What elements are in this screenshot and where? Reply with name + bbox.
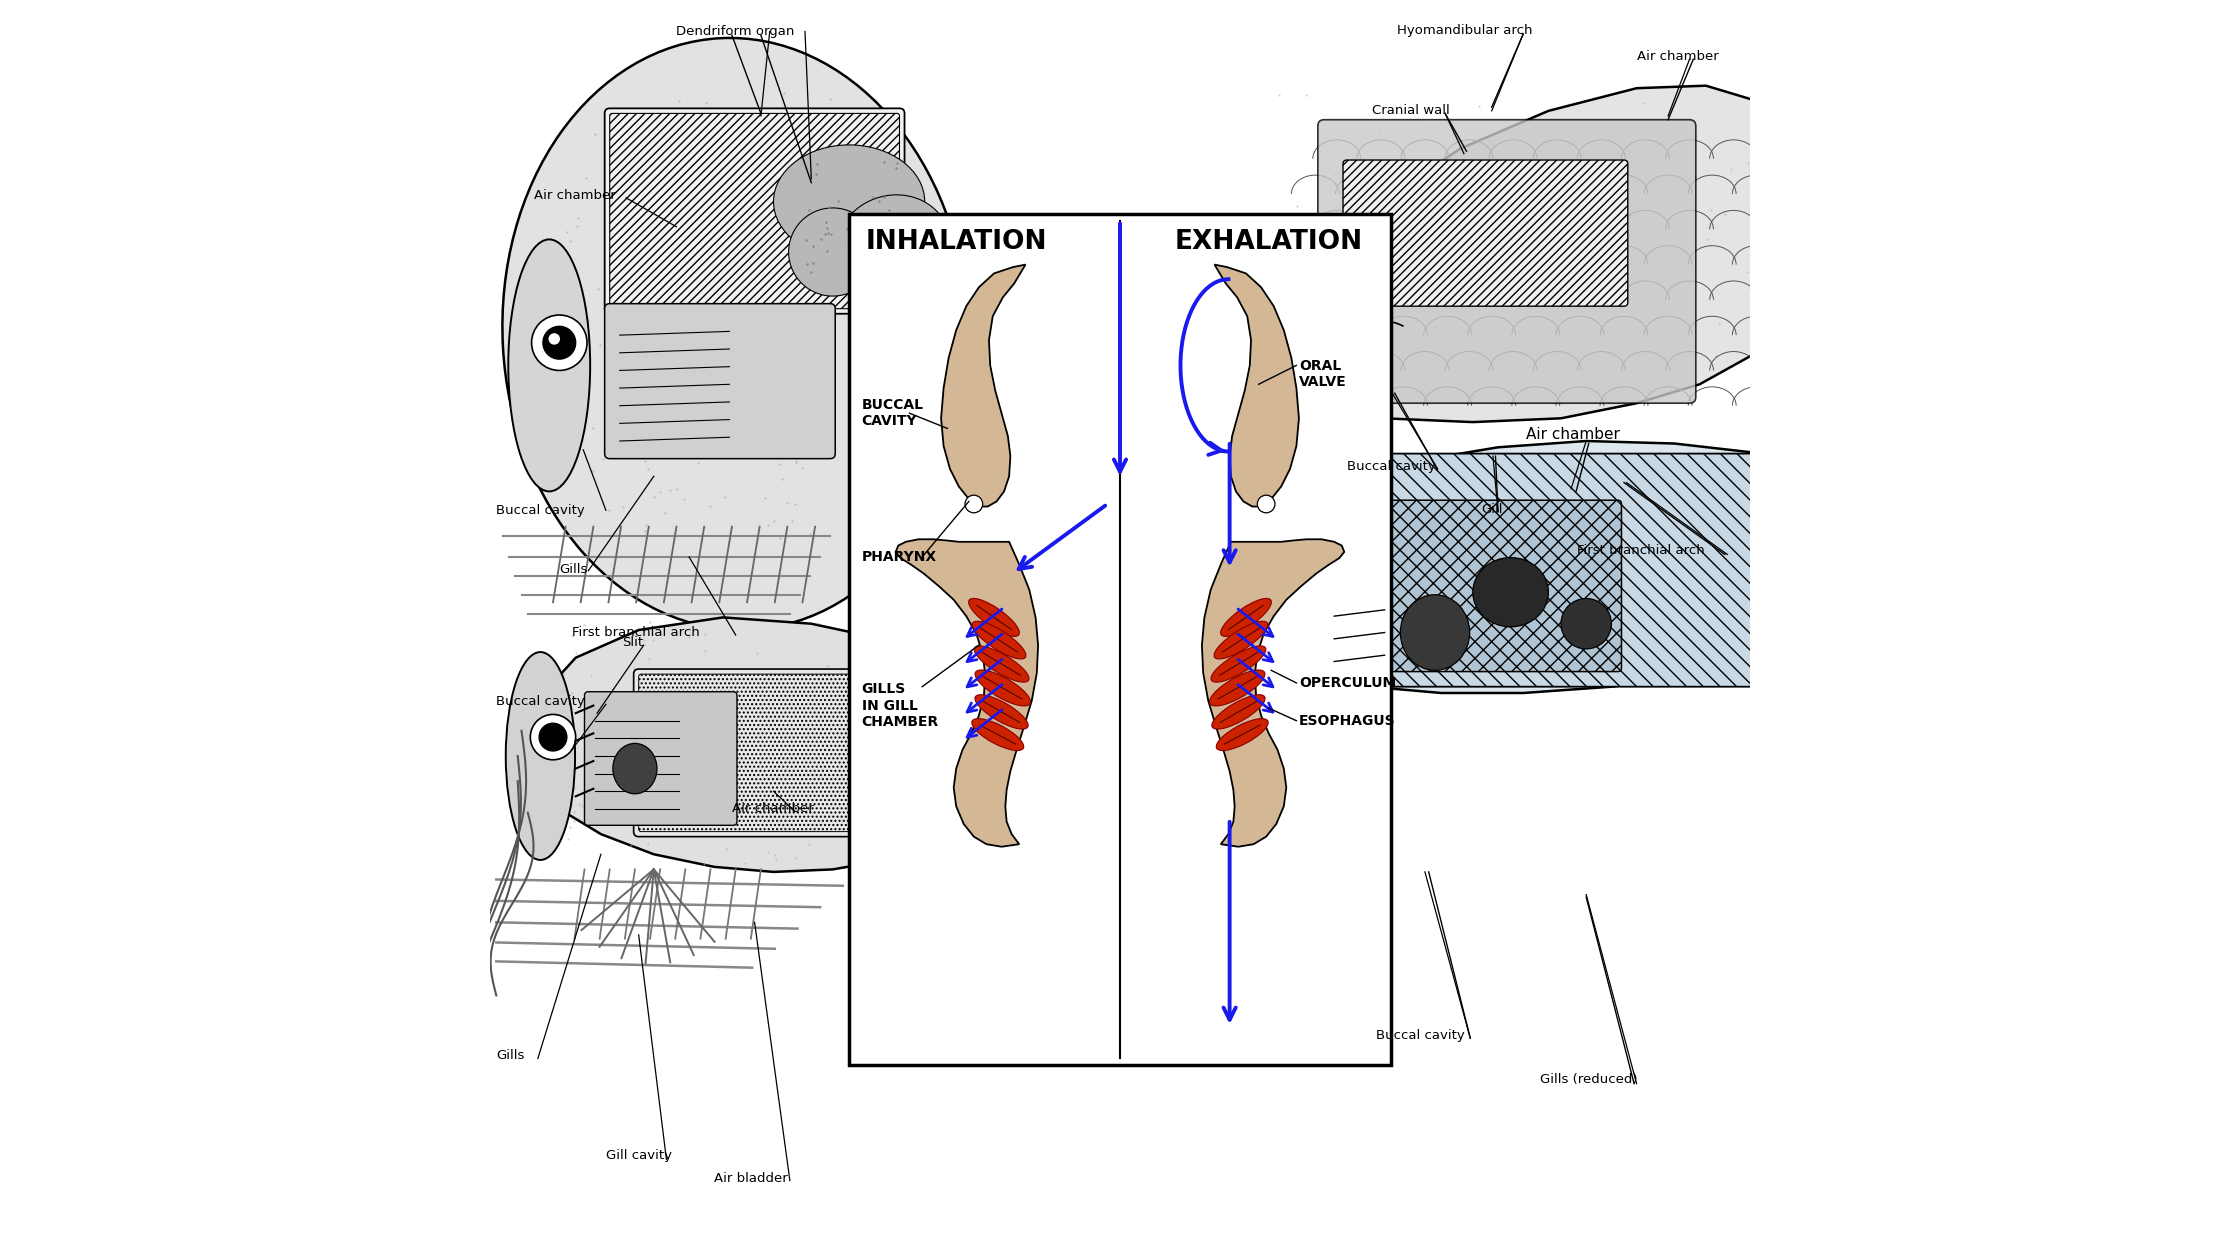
Text: PHARYNX: PHARYNX xyxy=(862,549,936,564)
Ellipse shape xyxy=(972,621,1026,659)
Text: Gills: Gills xyxy=(497,1050,524,1062)
Text: Gills: Gills xyxy=(560,563,587,576)
Circle shape xyxy=(1266,595,1297,627)
Text: Air bladder: Air bladder xyxy=(715,1172,788,1184)
Circle shape xyxy=(1254,583,1308,639)
Polygon shape xyxy=(1203,539,1344,847)
Text: Buccal cavity: Buccal cavity xyxy=(497,504,585,517)
Ellipse shape xyxy=(972,718,1024,751)
Ellipse shape xyxy=(1236,528,1299,736)
Polygon shape xyxy=(517,617,1017,872)
Text: Buccal cavity: Buccal cavity xyxy=(497,696,585,708)
FancyBboxPatch shape xyxy=(585,692,737,825)
Ellipse shape xyxy=(773,145,925,258)
FancyBboxPatch shape xyxy=(605,304,836,459)
Text: First branchial arch: First branchial arch xyxy=(571,626,699,639)
Circle shape xyxy=(542,326,576,359)
Ellipse shape xyxy=(1221,598,1272,636)
Ellipse shape xyxy=(974,646,1028,682)
Circle shape xyxy=(549,334,560,344)
Ellipse shape xyxy=(788,208,876,296)
Ellipse shape xyxy=(506,653,576,861)
Text: Air chamber: Air chamber xyxy=(1637,50,1718,63)
Circle shape xyxy=(1268,307,1308,348)
Text: Gill cavity: Gill cavity xyxy=(605,1149,672,1162)
Ellipse shape xyxy=(614,743,656,794)
Text: Air chamber: Air chamber xyxy=(1525,427,1620,442)
Text: Dendriform organ: Dendriform organ xyxy=(676,25,795,38)
Ellipse shape xyxy=(1400,595,1469,670)
Circle shape xyxy=(531,315,587,370)
Polygon shape xyxy=(1243,441,1888,693)
Ellipse shape xyxy=(838,195,950,296)
Circle shape xyxy=(965,495,983,513)
Ellipse shape xyxy=(974,670,1030,706)
Ellipse shape xyxy=(1210,670,1266,706)
Text: ESOPHAGUS: ESOPHAGUS xyxy=(1299,713,1396,728)
Text: Air chamber: Air chamber xyxy=(732,803,813,815)
FancyBboxPatch shape xyxy=(605,108,905,314)
Text: Buccal cavity: Buccal cavity xyxy=(1375,1029,1465,1042)
Text: Gill: Gill xyxy=(1481,503,1503,515)
Circle shape xyxy=(1257,495,1275,513)
Text: Cranial wall: Cranial wall xyxy=(1371,105,1449,117)
FancyBboxPatch shape xyxy=(1326,454,1861,687)
Ellipse shape xyxy=(1474,557,1548,626)
Ellipse shape xyxy=(1212,694,1266,730)
Bar xyxy=(849,214,1391,1065)
Ellipse shape xyxy=(974,694,1028,730)
Ellipse shape xyxy=(508,239,589,491)
Text: GILLS
IN GILL
CHAMBER: GILLS IN GILL CHAMBER xyxy=(862,683,939,728)
Ellipse shape xyxy=(1214,621,1268,659)
FancyBboxPatch shape xyxy=(1344,160,1628,306)
Ellipse shape xyxy=(968,598,1019,636)
Circle shape xyxy=(1257,296,1319,359)
Text: Air chamber: Air chamber xyxy=(533,189,616,202)
Text: INHALATION: INHALATION xyxy=(865,229,1046,255)
Ellipse shape xyxy=(1239,242,1308,464)
Text: Hyomandibular arch: Hyomandibular arch xyxy=(1398,24,1532,37)
Polygon shape xyxy=(1214,265,1299,507)
Text: Buccal cavity: Buccal cavity xyxy=(1346,460,1436,472)
Ellipse shape xyxy=(1212,646,1266,682)
Text: EXHALATION: EXHALATION xyxy=(1174,229,1362,255)
Ellipse shape xyxy=(1216,718,1268,751)
Polygon shape xyxy=(896,539,1037,847)
Polygon shape xyxy=(1250,86,1826,422)
Circle shape xyxy=(1277,318,1288,330)
Text: OPERCULUM: OPERCULUM xyxy=(1299,675,1396,690)
Text: ORAL
VALVE: ORAL VALVE xyxy=(1299,359,1346,389)
Ellipse shape xyxy=(502,38,970,630)
Circle shape xyxy=(540,723,567,751)
Text: BUCCAL
CAVITY: BUCCAL CAVITY xyxy=(862,398,923,428)
Circle shape xyxy=(531,714,576,760)
FancyBboxPatch shape xyxy=(1362,500,1622,672)
Ellipse shape xyxy=(1561,598,1611,649)
Polygon shape xyxy=(941,265,1026,507)
FancyBboxPatch shape xyxy=(634,669,889,837)
FancyBboxPatch shape xyxy=(1317,120,1696,403)
Text: Slit: Slit xyxy=(623,636,643,649)
Text: Gills (reduced): Gills (reduced) xyxy=(1539,1074,1637,1086)
Circle shape xyxy=(1272,602,1284,612)
Text: First branchial arch: First branchial arch xyxy=(1577,544,1705,557)
